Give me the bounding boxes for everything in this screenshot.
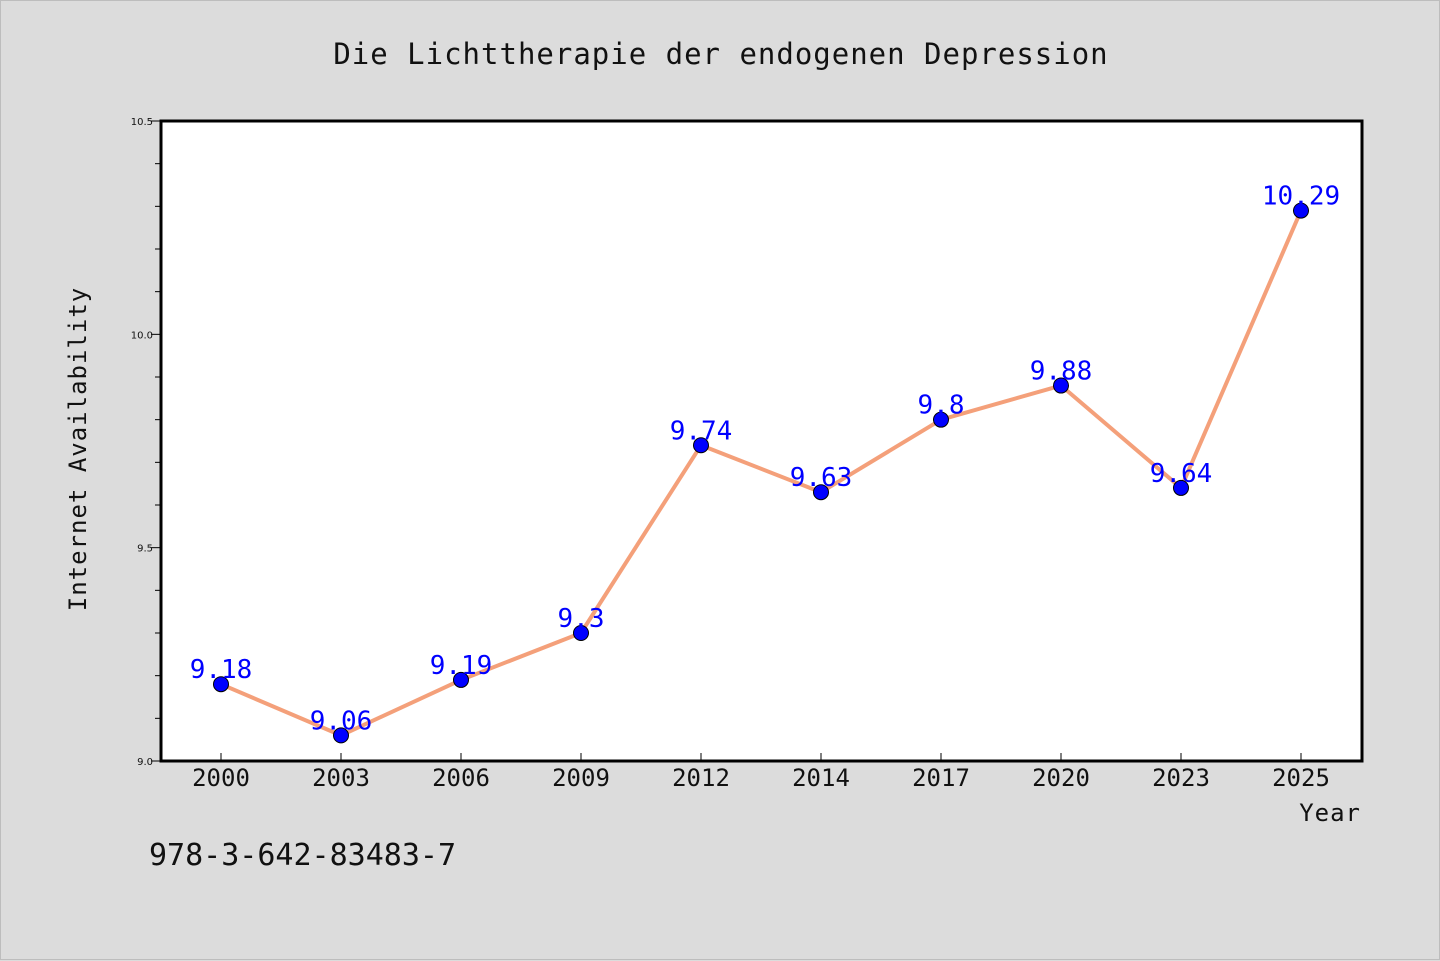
- y-axis: 9.0 9.5 10.0 10.5: [131, 117, 161, 768]
- data-label: 9.06: [310, 706, 373, 736]
- y-axis-label: Internet Availability: [64, 287, 92, 611]
- data-point: [453, 671, 469, 688]
- x-tick-label: 2014: [792, 764, 850, 792]
- y-tick-label: 10.0: [131, 330, 153, 341]
- x-axis-label: Year: [1299, 799, 1361, 827]
- x-tick-label: 2012: [672, 764, 730, 792]
- x-tick-label: 2020: [1032, 764, 1090, 792]
- data-point: [1293, 202, 1309, 219]
- data-label: 9.88: [1030, 357, 1093, 387]
- data-point: [573, 625, 589, 641]
- data-label: 9.63: [790, 463, 853, 493]
- x-tick-label: 2006: [432, 764, 490, 792]
- data-point: [213, 676, 229, 693]
- plot-area: [159, 119, 1364, 763]
- data-point: [933, 411, 949, 428]
- data-point: [1053, 377, 1069, 394]
- data-point: [333, 727, 349, 744]
- data-label: 9.18: [190, 655, 253, 685]
- data-label: 9.19: [430, 651, 493, 681]
- x-axis: 2000 2003 2006 2009 2012 2014 2017 2020 2023 2025: [192, 753, 1330, 792]
- data-point: [1173, 479, 1189, 496]
- data-label: 9.8: [918, 391, 965, 421]
- x-tick-label: 2023: [1152, 764, 1210, 792]
- data-label: 9.3: [558, 604, 605, 634]
- x-tick-label: 2017: [912, 764, 970, 792]
- data-label: 10.29: [1262, 182, 1340, 212]
- data-point: [693, 437, 709, 454]
- data-label: 9.74: [670, 416, 733, 446]
- y-tick-label: 10.5: [131, 117, 153, 128]
- series-line: [219, 208, 1303, 738]
- y-tick-label: 9.0: [137, 757, 153, 768]
- x-tick-label: 2003: [312, 764, 370, 792]
- x-tick-label: 2000: [192, 764, 250, 792]
- isbn-text: 978-3-642-83483-7: [149, 838, 456, 873]
- data-point: [813, 484, 829, 501]
- x-tick-label: 2009: [552, 764, 610, 792]
- y-tick-label: 9.5: [137, 544, 153, 555]
- chart-title: Die Lichttherapie der endogenen Depressi…: [333, 37, 1108, 71]
- data-label: 9.64: [1150, 459, 1213, 489]
- series-layer: 9.18 9.06 9.19 9.3 9.74 9.63 9.8 9.88 9.64 10.29: [190, 182, 1340, 744]
- x-tick-label: 2025: [1272, 764, 1330, 792]
